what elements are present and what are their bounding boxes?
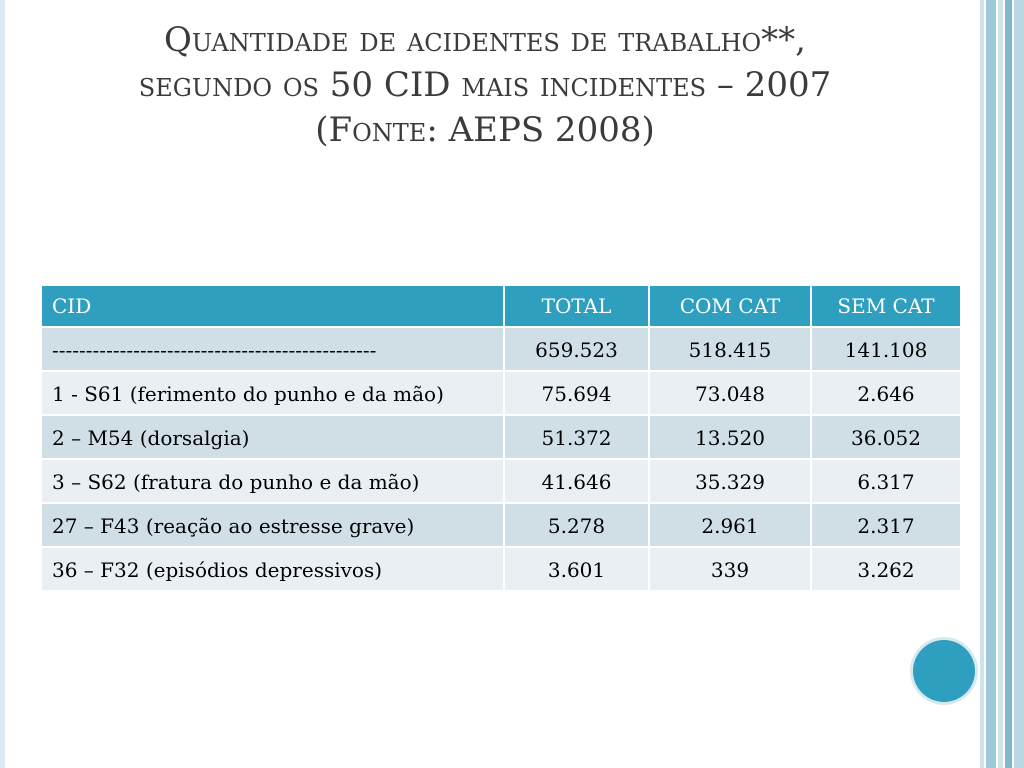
cell-com-cat: 73.048	[648, 370, 812, 416]
table-row: ----------------------------------------…	[40, 326, 962, 372]
table-row: 2 – M54 (dorsalgia) 51.372 13.520 36.052	[40, 414, 962, 460]
table-row: 36 – F32 (episódios depressivos) 3.601 3…	[40, 546, 962, 592]
cell-cid: 3 – S62 (fratura do punho e da mão)	[40, 458, 505, 504]
cell-total: 3.601	[503, 546, 650, 592]
cell-cid: 2 – M54 (dorsalgia)	[40, 414, 505, 460]
title-line-3: (Fonte: AEPS 2008)	[315, 110, 655, 150]
cell-com-cat: 35.329	[648, 458, 812, 504]
title-line-1: Quantidade de acidentes de trabalho**,	[164, 20, 806, 60]
header-cid: CID	[40, 284, 505, 328]
header-sem-cat: SEM CAT	[810, 284, 962, 328]
cell-sem-cat: 6.317	[810, 458, 962, 504]
slide-title: Quantidade de acidentes de trabalho**, s…	[40, 18, 930, 153]
cell-sem-cat: 3.262	[810, 546, 962, 592]
table-header-row: CID TOTAL COM CAT SEM CAT	[40, 284, 962, 328]
header-total: TOTAL	[503, 284, 650, 328]
cell-cid: 36 – F32 (episódios depressivos)	[40, 546, 505, 592]
right-stripe-decoration	[980, 0, 1024, 768]
cell-sem-cat: 36.052	[810, 414, 962, 460]
table-row: 3 – S62 (fratura do punho e da mão) 41.6…	[40, 458, 962, 504]
cell-sem-cat: 2.646	[810, 370, 962, 416]
cell-cid: ----------------------------------------…	[40, 326, 505, 372]
cell-com-cat: 339	[648, 546, 812, 592]
cell-sem-cat: 2.317	[810, 502, 962, 548]
cell-total: 51.372	[503, 414, 650, 460]
title-line-2: segundo os 50 CID mais incidentes – 2007	[138, 65, 832, 105]
cell-total: 5.278	[503, 502, 650, 548]
decorative-circle	[913, 640, 975, 702]
cell-com-cat: 518.415	[648, 326, 812, 372]
cell-cid: 27 – F43 (reação ao estresse grave)	[40, 502, 505, 548]
table-row: 27 – F43 (reação ao estresse grave) 5.27…	[40, 502, 962, 548]
cell-com-cat: 2.961	[648, 502, 812, 548]
left-border-decoration	[0, 0, 5, 768]
header-com-cat: COM CAT	[648, 284, 812, 328]
cell-total: 75.694	[503, 370, 650, 416]
table-row: 1 - S61 (ferimento do punho e da mão) 75…	[40, 370, 962, 416]
cell-total: 41.646	[503, 458, 650, 504]
cell-com-cat: 13.520	[648, 414, 812, 460]
cell-sem-cat: 141.108	[810, 326, 962, 372]
accidents-table: CID TOTAL COM CAT SEM CAT --------------…	[40, 284, 962, 592]
cell-total: 659.523	[503, 326, 650, 372]
cell-cid: 1 - S61 (ferimento do punho e da mão)	[40, 370, 505, 416]
